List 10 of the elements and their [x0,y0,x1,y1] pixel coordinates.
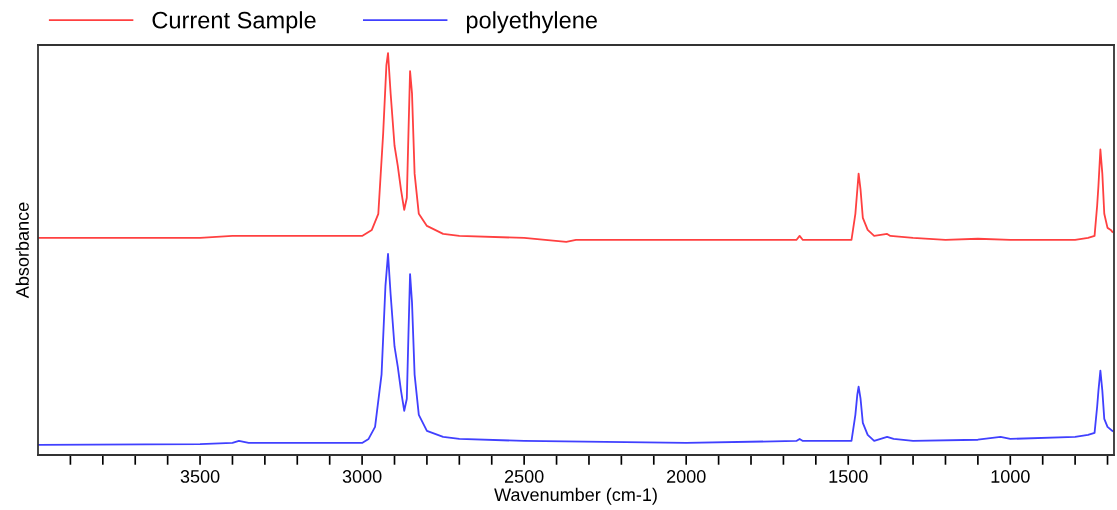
x-tick-label: 1000 [991,470,1030,483]
x-tick-label: 3500 [180,470,220,483]
legend-label: Current Sample [152,11,316,34]
y-axis-title: Absorbance [15,202,29,299]
legend-label: polyethylene [466,11,597,34]
x-tick-label: 3000 [342,470,382,483]
x-tick-label: 1500 [829,470,868,483]
x-tick-label: 2500 [504,470,544,483]
x-axis-title: Wavenumber (cm-1) [494,487,657,505]
x-tick-label: 2000 [667,470,706,483]
